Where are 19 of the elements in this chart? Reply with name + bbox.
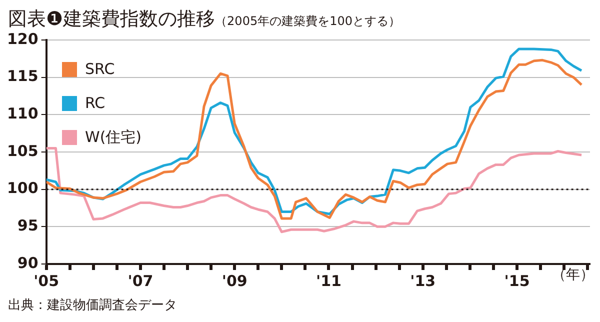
legend-label: RC <box>84 93 106 114</box>
x-tick-label: '07 <box>128 272 154 290</box>
x-tick-label: '09 <box>222 272 248 290</box>
y-tick-label: 100 <box>7 179 38 198</box>
legend-label: W(住宅) <box>84 126 142 148</box>
y-tick-label: 120 <box>7 30 38 48</box>
y-tick-label: 110 <box>7 104 38 123</box>
x-tick-label: '05 <box>34 272 60 290</box>
source-note: 出典：建設物価調査会データ <box>8 297 177 314</box>
y-tick-label: 115 <box>7 67 38 86</box>
y-tick-label: 95 <box>17 216 38 235</box>
x-tick-label: '11 <box>316 272 342 290</box>
y-tick-label: 105 <box>7 142 38 160</box>
legend-label: SRC <box>84 59 116 80</box>
y-tick-label: 90 <box>17 254 38 272</box>
chart-subtitle: （2005年の建築費を100とする） <box>215 14 400 28</box>
x-tick-label: '13 <box>410 272 436 290</box>
x-tick-label: '15 <box>504 272 530 290</box>
x-axis-title: （年） <box>552 266 594 284</box>
